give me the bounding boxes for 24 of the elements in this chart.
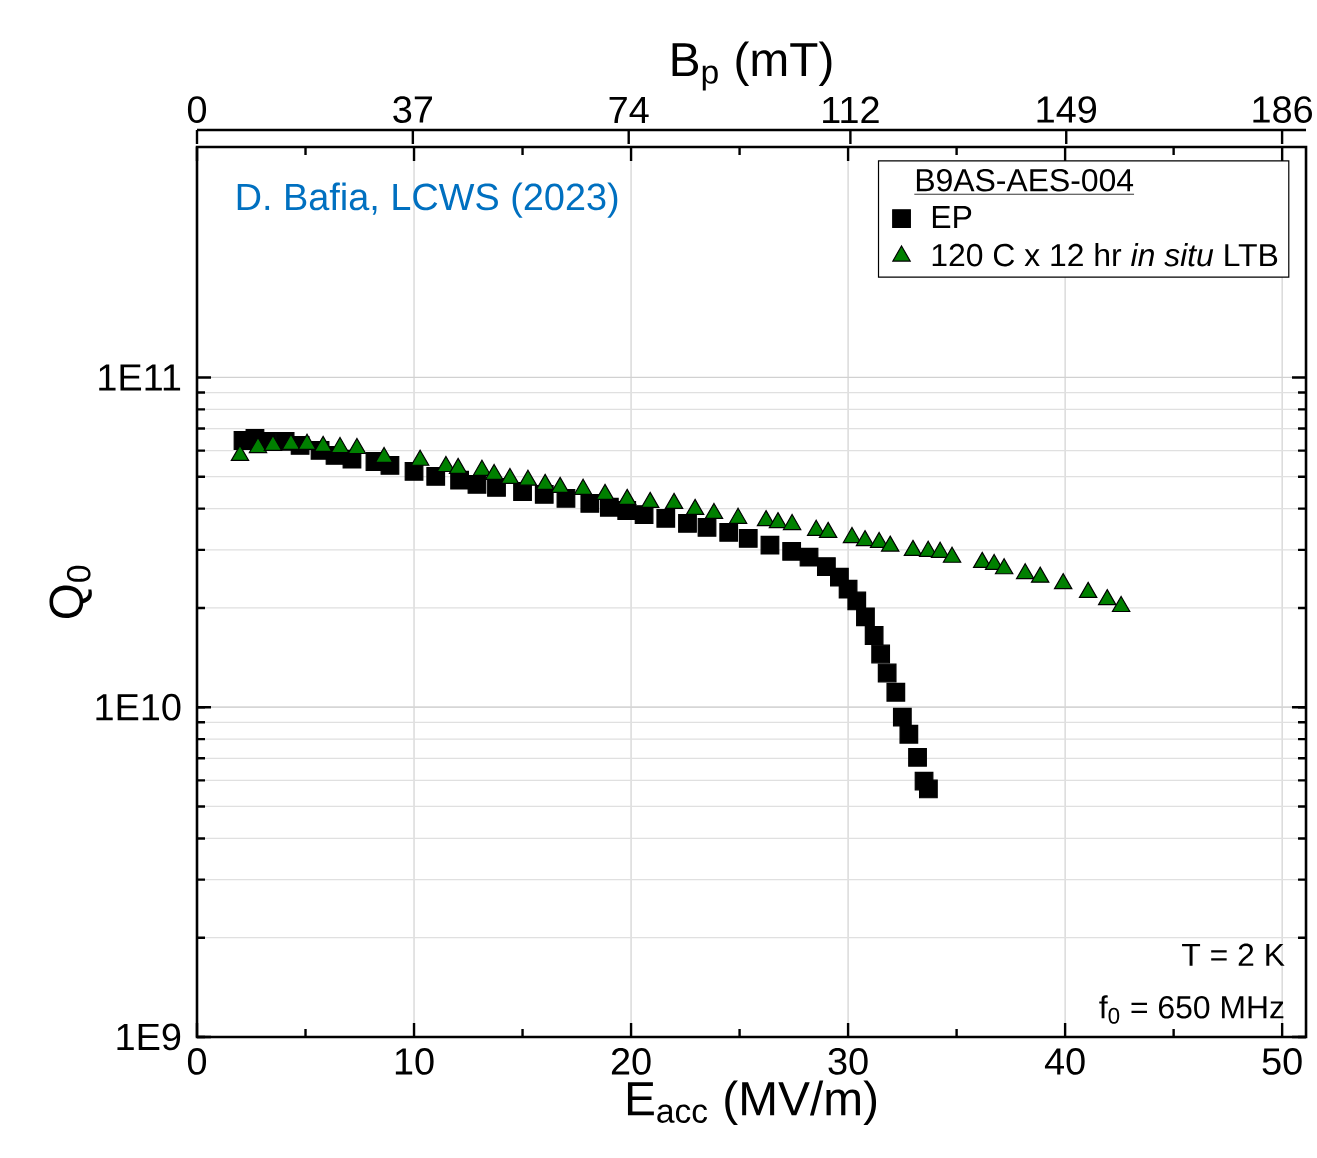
x2-tick-label: 186 <box>1253 96 1312 123</box>
legend-label: EP <box>932 206 972 229</box>
x-tick-label: 10 <box>395 1048 434 1075</box>
x2-tick-label: 112 <box>823 96 879 123</box>
y-axis-title: Q$_{0}$ <box>49 565 92 619</box>
annotation: T = 2 K <box>1182 943 1285 966</box>
x2-tick-label: 149 <box>1037 96 1097 123</box>
y-tick-label: 1E11 <box>99 364 181 391</box>
x2-tick-label: 37 <box>393 96 433 123</box>
x-tick-label: 0 <box>187 1048 207 1075</box>
x2-tick-label: 0 <box>187 96 207 123</box>
annotation: f$_{0}$ = 650 MHz <box>1099 995 1284 1024</box>
x2-tick-label: 74 <box>609 96 649 123</box>
x2-axis-title: B$_{p}$ (mT) <box>672 41 832 91</box>
x-tick-label: 20 <box>611 1048 651 1075</box>
x-tick-label: 30 <box>828 1048 868 1075</box>
legend-label: 120 C x 12 hr in situ LTB <box>932 243 1278 267</box>
x-tick-label: 50 <box>1262 1048 1302 1075</box>
x-tick-label: 40 <box>1044 1048 1085 1075</box>
annotation: D. Bafia, LCWS (2023) <box>237 182 618 218</box>
y-tick-label: 1E9 <box>117 1023 181 1051</box>
x-axis-title: E$_{acc}$ (MV/m) <box>627 1080 877 1126</box>
y-tick-label: 1E10 <box>96 693 181 721</box>
legend-title: B9AS-AES-004 <box>916 168 1134 192</box>
